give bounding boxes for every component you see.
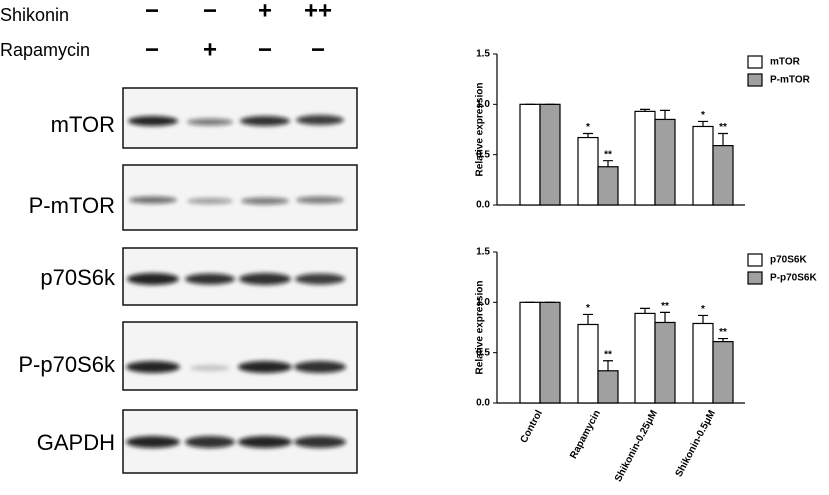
bar [634, 312, 656, 404]
y-tick-label: 1.5 [476, 49, 490, 60]
significance: ** [719, 327, 727, 338]
x-tick-label: Control [519, 408, 546, 445]
legend-swatch [747, 271, 763, 285]
error-bar [660, 109, 670, 120]
significance: * [701, 110, 705, 121]
bar [692, 125, 714, 206]
error-bar [603, 160, 613, 167]
bar [597, 166, 619, 206]
x-tick-label: Shikonin-0.5μM [674, 408, 718, 478]
y-tick-label: 0.5 [476, 347, 490, 358]
significance: * [586, 303, 590, 314]
error-bar [583, 132, 593, 138]
significance: ** [661, 301, 669, 312]
legend-label: P-p70S6K [770, 273, 817, 284]
legend-label: p70S6K [770, 255, 807, 266]
bands [126, 115, 346, 448]
x-tick-label: Rapamycin [568, 408, 603, 460]
significance: * [586, 122, 590, 133]
significance: ** [719, 122, 727, 133]
bar [654, 118, 676, 206]
bar [597, 370, 619, 404]
blot-label: mTOR [51, 112, 115, 137]
bar [634, 110, 656, 206]
blot-label: P-p70S6k [18, 352, 116, 377]
treatment-sign: − [145, 36, 159, 63]
legend-swatch [747, 55, 763, 69]
y-tick-label: 1.5 [476, 247, 490, 258]
bar [519, 301, 541, 404]
error-bar [603, 360, 613, 371]
treatment-sign: − [258, 36, 272, 63]
error-bar [640, 108, 650, 112]
error-bar [698, 120, 708, 127]
bar [692, 322, 714, 404]
blot-label: P-mTOR [29, 193, 115, 218]
error-bar [718, 337, 728, 342]
y-tick-label: 0.0 [476, 398, 490, 409]
treatment-label: Shikonin [0, 5, 69, 25]
error-bar [698, 314, 708, 324]
y-axis-label: Relative expression [475, 281, 486, 375]
significance: * [701, 304, 705, 315]
blot-label: GAPDH [37, 430, 115, 455]
significance: ** [604, 149, 612, 160]
blot-box [122, 321, 358, 391]
treatment-sign: + [258, 0, 272, 24]
error-bar [640, 307, 650, 314]
treatment-sign: ++ [304, 0, 332, 24]
treatment-label: Rapamycin [0, 40, 90, 60]
y-tick-label: 1.0 [476, 297, 490, 308]
bar [577, 323, 599, 404]
treatment-sign: − [311, 36, 325, 63]
bar [539, 103, 561, 206]
legend-label: mTOR [770, 57, 801, 68]
treatment-sign: + [203, 36, 217, 63]
y-tick-label: 0.5 [476, 149, 490, 160]
bar [712, 340, 734, 404]
legend-label: P-mTOR [770, 75, 811, 86]
error-bar [660, 311, 670, 323]
legend-swatch [747, 73, 763, 87]
legend-swatch [747, 253, 763, 267]
treatment-sign: − [145, 0, 159, 24]
error-bar [718, 132, 728, 146]
y-tick-label: 1.0 [476, 99, 490, 110]
bar [519, 103, 541, 206]
treatment-sign: − [203, 0, 217, 24]
significance: ** [604, 349, 612, 360]
y-axis-label: Relative expression [475, 83, 486, 177]
blot-label: p70S6k [40, 265, 116, 290]
bar [539, 301, 561, 404]
bar [577, 136, 599, 206]
x-tick-label: Shikonin-0.25μM [613, 408, 660, 483]
bar [712, 145, 734, 206]
bar [654, 321, 676, 404]
error-bar [583, 313, 593, 325]
y-tick-label: 0.0 [476, 200, 490, 211]
